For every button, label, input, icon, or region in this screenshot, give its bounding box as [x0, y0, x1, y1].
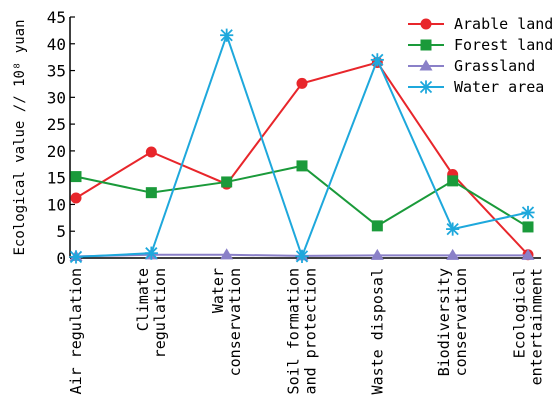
data-point: [145, 146, 157, 158]
x-tick-label-line: Water: [209, 268, 227, 313]
y-tick-label: 45: [47, 8, 66, 27]
x-tick-label: Water conservation: [209, 268, 244, 376]
data-point: [522, 221, 534, 233]
data-point: [371, 220, 383, 232]
x-tick-label: Soil formation and protection: [285, 268, 320, 394]
x-tick-label-line: regulation: [151, 268, 169, 358]
x-tick-label-line: Climate: [134, 268, 152, 331]
x-tick-label-line: Waste disposal: [368, 268, 386, 394]
x-tick-label-line: Biodiversity: [435, 268, 453, 376]
data-point: [370, 248, 384, 260]
data-point: [296, 160, 308, 172]
data-point: [145, 187, 157, 199]
y-tick-label: 0: [56, 249, 66, 268]
x-tick-label-line: conservation: [226, 268, 244, 376]
y-tick-label: 40: [47, 35, 66, 54]
legend-item: Water area: [408, 78, 544, 96]
legend-label: Grassland: [454, 57, 535, 75]
data-point: [521, 205, 535, 220]
y-tick-label: 15: [47, 169, 66, 188]
y-tick-label: 25: [47, 115, 66, 134]
legend-marker: [420, 39, 432, 51]
data-point: [447, 175, 459, 187]
legend-marker: [419, 80, 433, 94]
data-point: [220, 28, 234, 42]
y-axis-label: Ecological value // 10⁸ yuan: [12, 19, 28, 255]
series-forest-land: [70, 160, 534, 233]
legend-label: Water area: [454, 78, 544, 96]
data-point: [521, 248, 535, 260]
series-water-area: [69, 28, 535, 264]
legend-label: Forest land: [454, 36, 552, 54]
legend-marker: [419, 59, 433, 71]
data-point: [144, 246, 158, 260]
x-tick-label-line: Soil formation: [285, 268, 303, 394]
x-axis-ticks: Air regulation Climate regulation Water cons…: [67, 253, 546, 394]
data-point: [220, 248, 234, 260]
y-tick-label: 5: [56, 222, 66, 241]
x-tick-label: Biodiversity conservation: [435, 268, 470, 376]
x-tick-label-line: and protection: [302, 268, 320, 394]
series-layer: [69, 28, 535, 264]
x-tick-label-line: conservation: [452, 268, 470, 376]
y-tick-label: 10: [47, 195, 66, 214]
data-point: [221, 176, 233, 188]
data-point: [370, 53, 384, 67]
series-line: [75, 164, 529, 228]
data-point: [70, 171, 82, 183]
x-tick-label: Air regulation: [67, 268, 85, 394]
y-axis-ticks: 0 5 10 15 20 25 30 35 40 45: [47, 8, 75, 268]
legend: Arable land Forest land Grassland Water are…: [408, 15, 552, 96]
data-point: [446, 222, 460, 236]
legend-item: Forest land: [408, 36, 552, 54]
data-point: [70, 192, 82, 204]
legend-item: Arable land: [408, 15, 552, 33]
data-point: [295, 249, 309, 263]
legend-marker: [420, 18, 432, 30]
y-tick-label: 35: [47, 62, 66, 81]
data-point: [446, 248, 460, 260]
x-tick-label-line: Ecological: [511, 268, 529, 358]
x-tick-label-line: entertainment: [528, 268, 546, 385]
legend-label: Arable land: [454, 15, 552, 33]
x-tick-label-line: Air regulation: [67, 268, 85, 394]
x-tick-label: Climate regulation: [134, 268, 169, 358]
x-tick-label: Ecological entertainment: [511, 268, 546, 385]
legend-item: Grassland: [408, 57, 535, 75]
data-point: [296, 77, 308, 89]
y-tick-label: 30: [47, 88, 66, 107]
y-tick-label: 20: [47, 142, 66, 161]
x-tick-label: Waste disposal: [368, 268, 386, 394]
data-point: [69, 250, 83, 264]
